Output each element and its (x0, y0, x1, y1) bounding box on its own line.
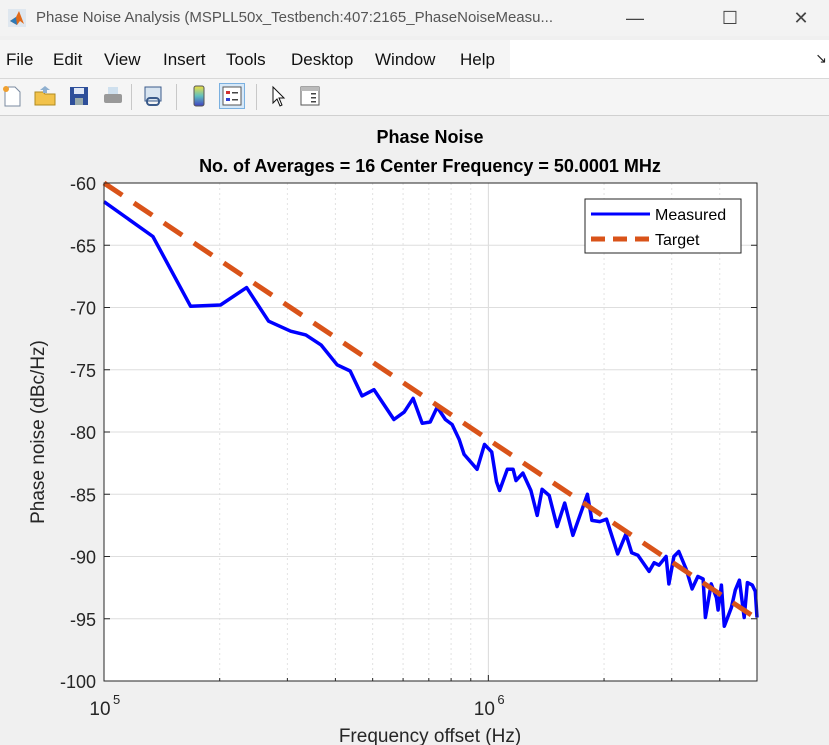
y-axis-label: Phase noise (dBc/Hz) (28, 340, 49, 524)
title-bar: Phase Noise Analysis (MSPLL50x_Testbench… (0, 0, 829, 36)
x-tick-exponent: 5 (113, 692, 120, 707)
chart-title: Phase Noise (376, 127, 483, 147)
menu-file[interactable]: File (6, 50, 34, 69)
toolbar-separator (131, 84, 132, 110)
print-icon[interactable] (101, 84, 125, 108)
menu-edit[interactable]: Edit (53, 50, 83, 69)
menu-desktop[interactable]: Desktop (291, 50, 354, 69)
y-tick-label: -80 (70, 423, 96, 443)
chart-subtitle: No. of Averages = 16 Center Frequency = … (199, 156, 661, 176)
property-inspector-icon[interactable] (298, 84, 322, 108)
menu-insert[interactable]: Insert (163, 50, 206, 69)
x-tick-exponent: 6 (497, 692, 504, 707)
toolbar-separator (256, 84, 257, 110)
link-plot-icon[interactable] (141, 84, 165, 108)
y-tick-label: -70 (70, 299, 96, 319)
legend[interactable]: Measured Target (584, 198, 742, 254)
x-tick-label: 10 (474, 699, 495, 720)
y-tick-label: -95 (70, 610, 96, 630)
y-tick-label: -100 (60, 672, 96, 692)
menu-window[interactable]: Window (375, 50, 436, 69)
pointer-icon[interactable] (266, 84, 290, 108)
maximize-button[interactable]: ☐ (721, 8, 739, 28)
y-tick-label: -90 (70, 548, 96, 568)
legend-icon[interactable] (219, 83, 245, 109)
minimize-button[interactable]: — (626, 8, 644, 28)
menu-bar: File Edit View Insert Tools Desktop Wind… (0, 40, 829, 78)
legend-label-target: Target (655, 232, 700, 249)
toolbar-separator (176, 84, 177, 110)
y-tick-label: -85 (70, 485, 96, 505)
new-figure-icon[interactable] (0, 84, 24, 108)
colorbar-icon[interactable] (187, 84, 211, 108)
menu-tools[interactable]: Tools (226, 50, 266, 69)
legend-box (584, 198, 742, 254)
y-tick-label: -75 (70, 361, 96, 381)
dock-arrow-icon[interactable]: ↘ (815, 50, 827, 66)
menu-help[interactable]: Help (460, 50, 495, 69)
matlab-logo-icon (8, 9, 26, 27)
x-tick-label: 10 (89, 699, 110, 720)
y-tick-label: -60 (70, 174, 96, 194)
save-icon[interactable] (67, 84, 91, 108)
close-button[interactable]: ✕ (793, 8, 809, 28)
window-title: Phase Noise Analysis (MSPLL50x_Testbench… (36, 9, 553, 26)
open-icon[interactable] (33, 84, 57, 108)
toolbar (0, 78, 829, 116)
series-line-target (102, 180, 759, 621)
menu-background (0, 40, 510, 78)
legend-label-measured: Measured (655, 207, 726, 224)
y-tick-label: -65 (70, 236, 96, 256)
menu-view[interactable]: View (104, 50, 141, 69)
x-axis-label: Frequency offset (Hz) (339, 726, 521, 745)
